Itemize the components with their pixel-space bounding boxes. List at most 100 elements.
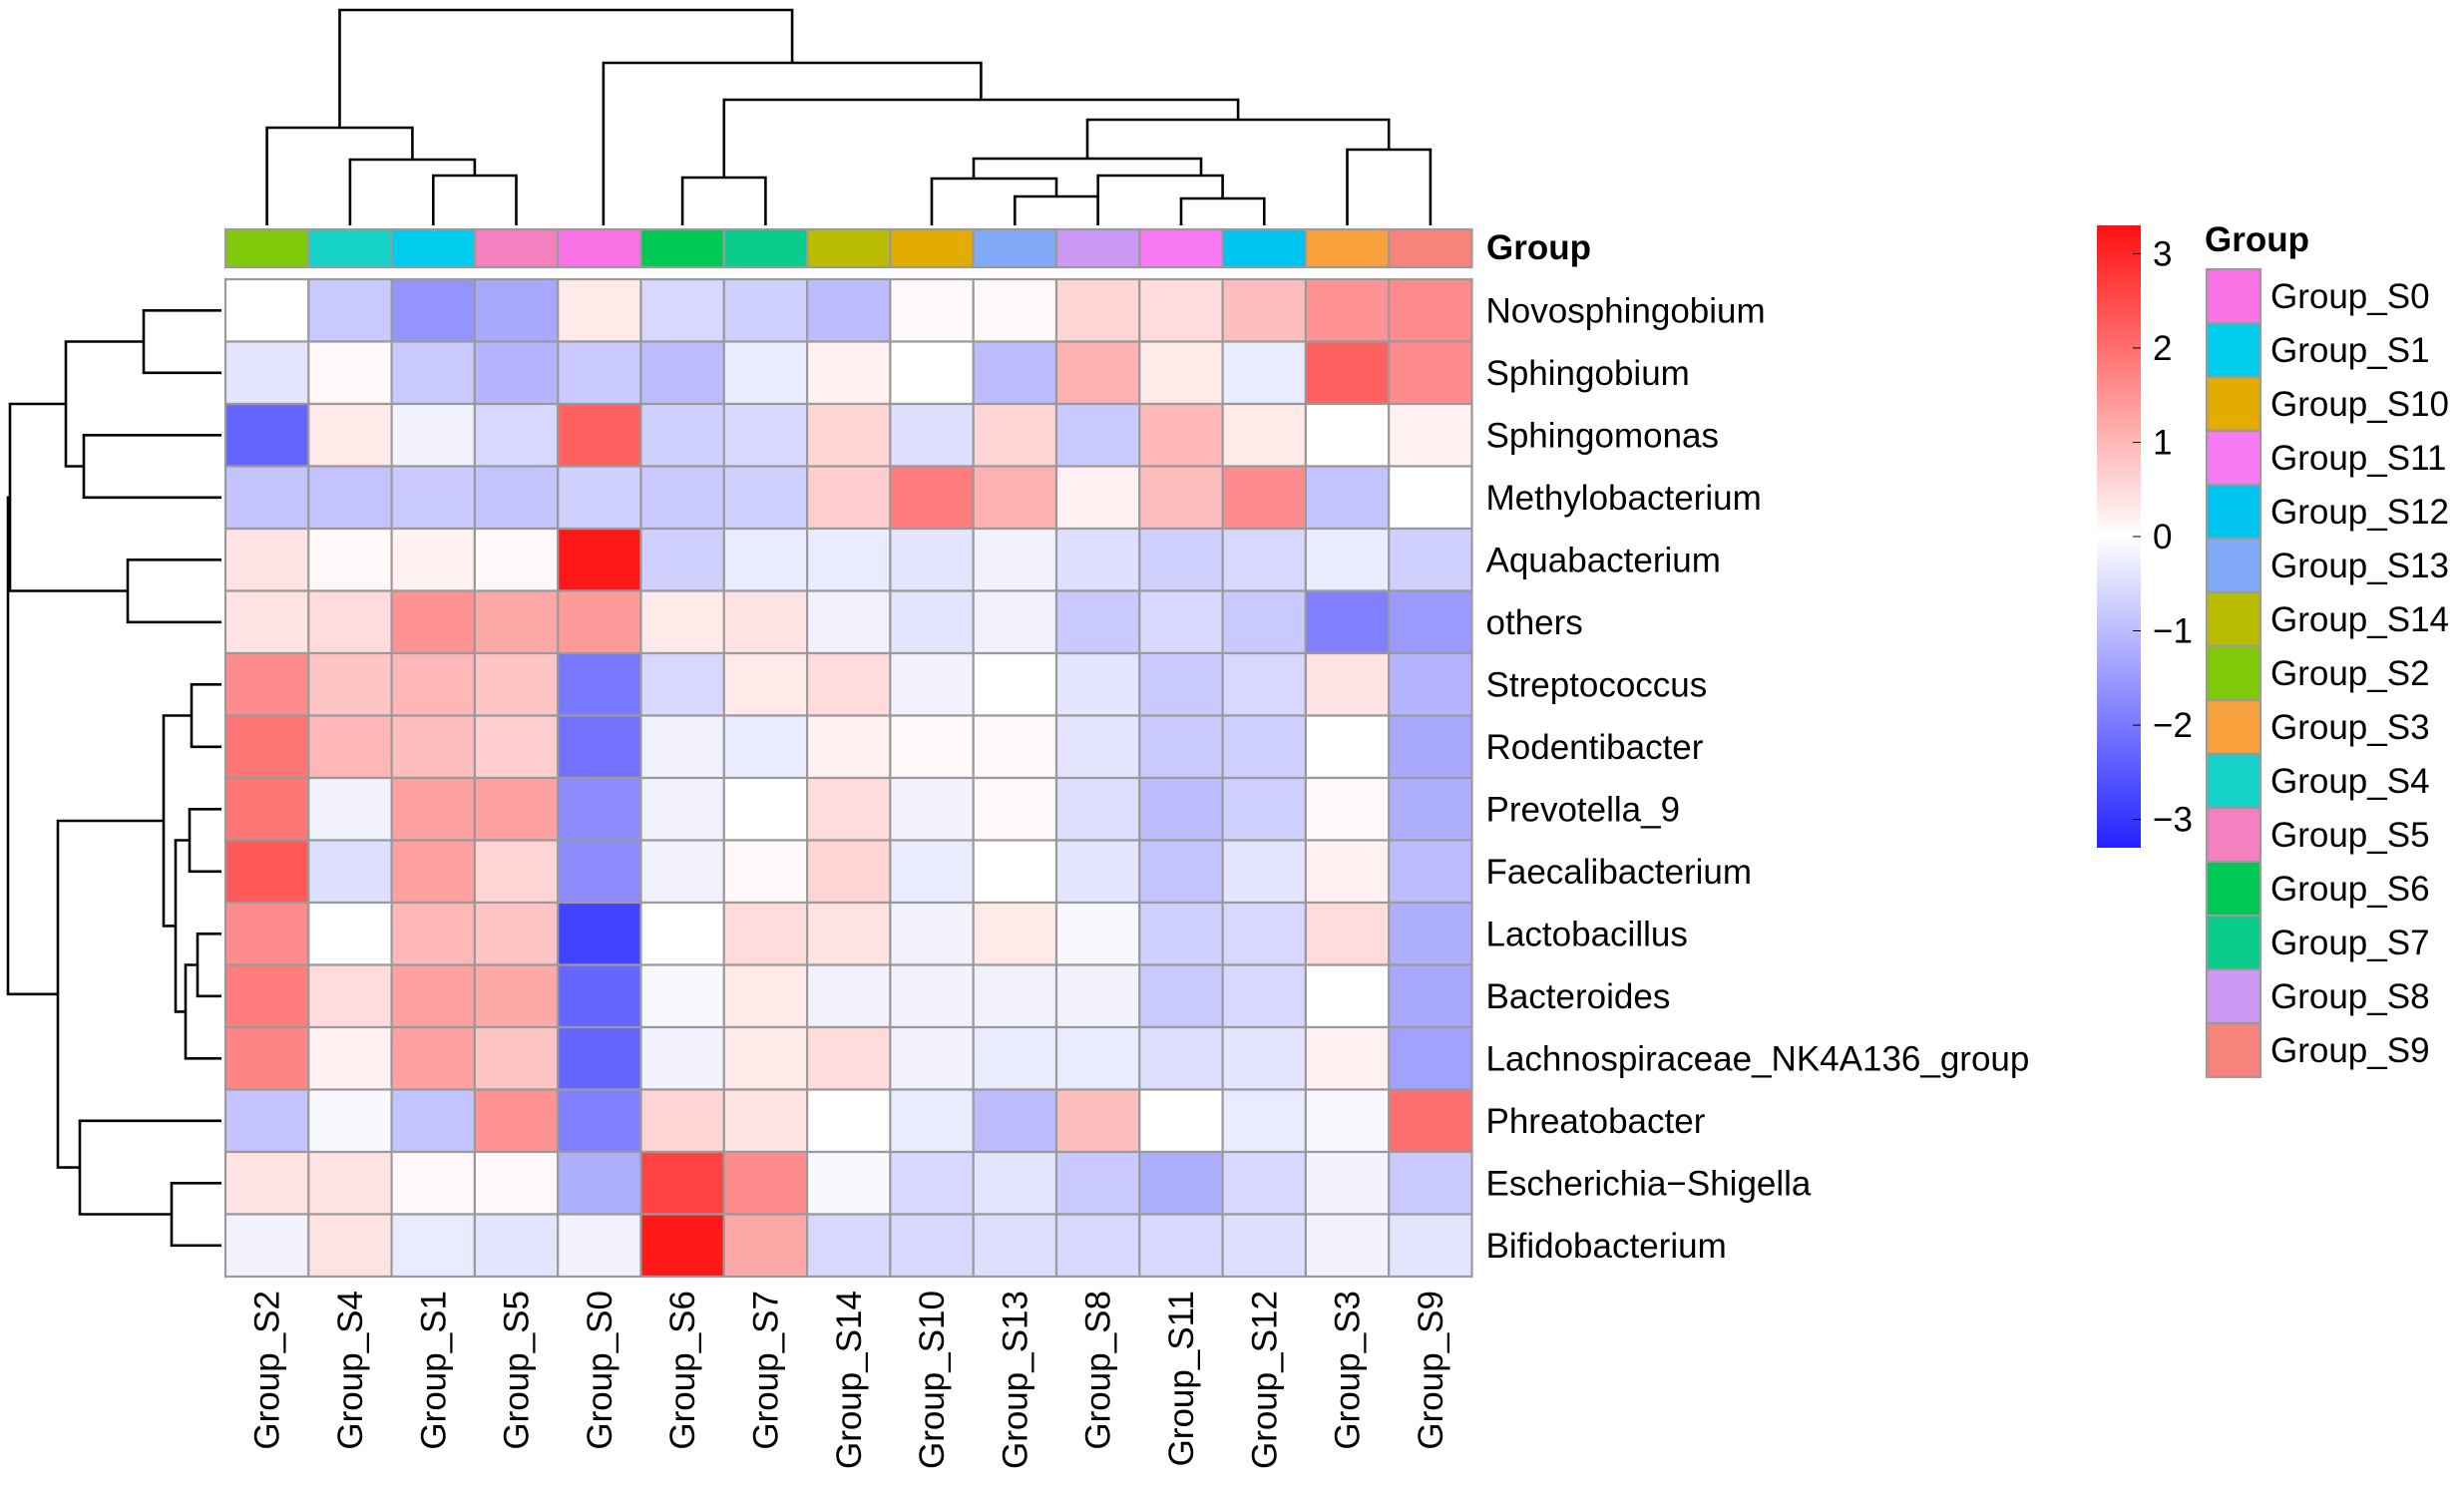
- heatmap-cell: [1388, 277, 1473, 343]
- row-label: others: [1486, 603, 1583, 642]
- legend-label: Group_S0: [2270, 277, 2430, 316]
- heatmap-cell: [1138, 901, 1224, 966]
- heatmap-cell: [390, 776, 477, 842]
- dendrogram-branch: [1179, 196, 1266, 225]
- heatmap-cell: [639, 277, 725, 343]
- heatmap-cell: [390, 901, 477, 966]
- heatmap-cell: [1304, 1213, 1391, 1279]
- heatmap-cell: [1388, 776, 1473, 842]
- heatmap-cell: [889, 651, 975, 717]
- heatmap-cell: [889, 1088, 975, 1154]
- heatmap-cell: [1304, 714, 1391, 780]
- heatmap-cell: [889, 340, 975, 406]
- heatmap-cell: [722, 527, 809, 592]
- heatmap-cell: [557, 839, 642, 905]
- row-dendrogram: [6, 309, 221, 1248]
- heatmap-cell: [805, 340, 892, 406]
- legend-swatch: [2205, 267, 2262, 325]
- legend-label: Group_S2: [2270, 654, 2430, 693]
- row-label: Lactobacillus: [1486, 915, 1688, 953]
- column-label: Group_S6: [663, 1291, 702, 1450]
- heatmap-cell: [307, 589, 393, 655]
- group-annotation-cell: [473, 227, 560, 269]
- heatmap-cell: [1054, 277, 1141, 343]
- dendrogram-branch: [1014, 194, 1099, 225]
- heatmap-cell: [223, 901, 310, 966]
- dendrogram-branch: [338, 8, 794, 128]
- heatmap-cell: [557, 714, 642, 780]
- heatmap-cell: [1054, 963, 1141, 1029]
- heatmap-cell: [557, 589, 642, 655]
- legend-label: Group_S7: [2270, 924, 2430, 962]
- group-annotation-cell: [223, 227, 310, 269]
- dendrogram-branch: [56, 819, 164, 1169]
- heatmap-cell: [1304, 1088, 1391, 1154]
- heatmap-cell: [557, 1150, 642, 1216]
- heatmap-cell: [307, 402, 393, 468]
- heatmap-cell: [805, 527, 892, 592]
- legend-label: Group_S5: [2270, 816, 2430, 855]
- heatmap-cell: [307, 1088, 393, 1154]
- dendrogram-branch: [190, 683, 221, 749]
- legend-swatch: [2205, 483, 2262, 541]
- heatmap-cell: [972, 1088, 1058, 1154]
- heatmap-cell: [722, 340, 809, 406]
- heatmap-cell: [889, 1213, 975, 1279]
- heatmap-cell: [889, 901, 975, 966]
- dendrogram-branch: [142, 309, 221, 375]
- heatmap-cell: [557, 1213, 642, 1279]
- group-annotation-cell: [805, 227, 892, 269]
- dendrogram-branch: [722, 98, 1240, 178]
- heatmap-cell: [805, 651, 892, 717]
- legend-label: Group_S3: [2270, 708, 2430, 747]
- colorbar-tick-label: −1: [2153, 612, 2193, 651]
- row-label: Sphingomonas: [1486, 416, 1720, 455]
- heatmap-cell: [390, 277, 477, 343]
- dendrogram-branch: [196, 932, 221, 998]
- dendrogram-branch: [265, 126, 414, 225]
- heatmap-cell: [722, 277, 809, 343]
- heatmap-cell: [307, 839, 393, 905]
- heatmap-cell: [1221, 839, 1307, 905]
- heatmap-cell: [1138, 589, 1224, 655]
- heatmap-cell: [473, 1088, 560, 1154]
- dendrogram-branch: [126, 558, 221, 624]
- legend-label: Group_S4: [2270, 762, 2430, 801]
- heatmap-cell: [1054, 839, 1141, 905]
- heatmap-cell: [1138, 776, 1224, 842]
- group-annotation-cell: [1388, 227, 1473, 269]
- group-annotation-cell: [1054, 227, 1141, 269]
- heatmap-cell: [223, 776, 310, 842]
- heatmap-cell: [1388, 901, 1473, 966]
- legend-label: Group_S14: [2270, 600, 2449, 639]
- heatmap-cell: [1138, 1025, 1224, 1091]
- heatmap-cell: [307, 277, 393, 343]
- column-label: Group_S9: [1412, 1291, 1450, 1450]
- heatmap-cell: [972, 1025, 1058, 1091]
- heatmap-cell: [1221, 901, 1307, 966]
- column-label: Group_S11: [1162, 1291, 1201, 1466]
- dendrogram-branch: [184, 963, 221, 1060]
- heatmap-cell: [223, 340, 310, 406]
- heatmap-cell: [1138, 1088, 1224, 1154]
- heatmap-cells: [223, 277, 1473, 1279]
- heatmap-cell: [223, 1213, 310, 1279]
- heatmap-cell: [722, 589, 809, 655]
- group-annotation-cell: [557, 227, 642, 269]
- heatmap-cell: [307, 340, 393, 406]
- legend-swatch: [2205, 752, 2262, 810]
- heatmap-cell: [805, 1088, 892, 1154]
- heatmap-cell: [1221, 277, 1307, 343]
- heatmap-cell: [1054, 589, 1141, 655]
- heatmap-cell: [805, 1213, 892, 1279]
- heatmap-cell: [1138, 1213, 1224, 1279]
- heatmap-cell: [223, 277, 310, 343]
- heatmap-cell: [805, 963, 892, 1029]
- heatmap-cell: [223, 1025, 310, 1091]
- dendrogram-branch: [6, 496, 58, 996]
- heatmap-cell: [1221, 963, 1307, 1029]
- heatmap-cell: [722, 714, 809, 780]
- heatmap-cell: [1304, 402, 1391, 468]
- heatmap-cell: [889, 402, 975, 468]
